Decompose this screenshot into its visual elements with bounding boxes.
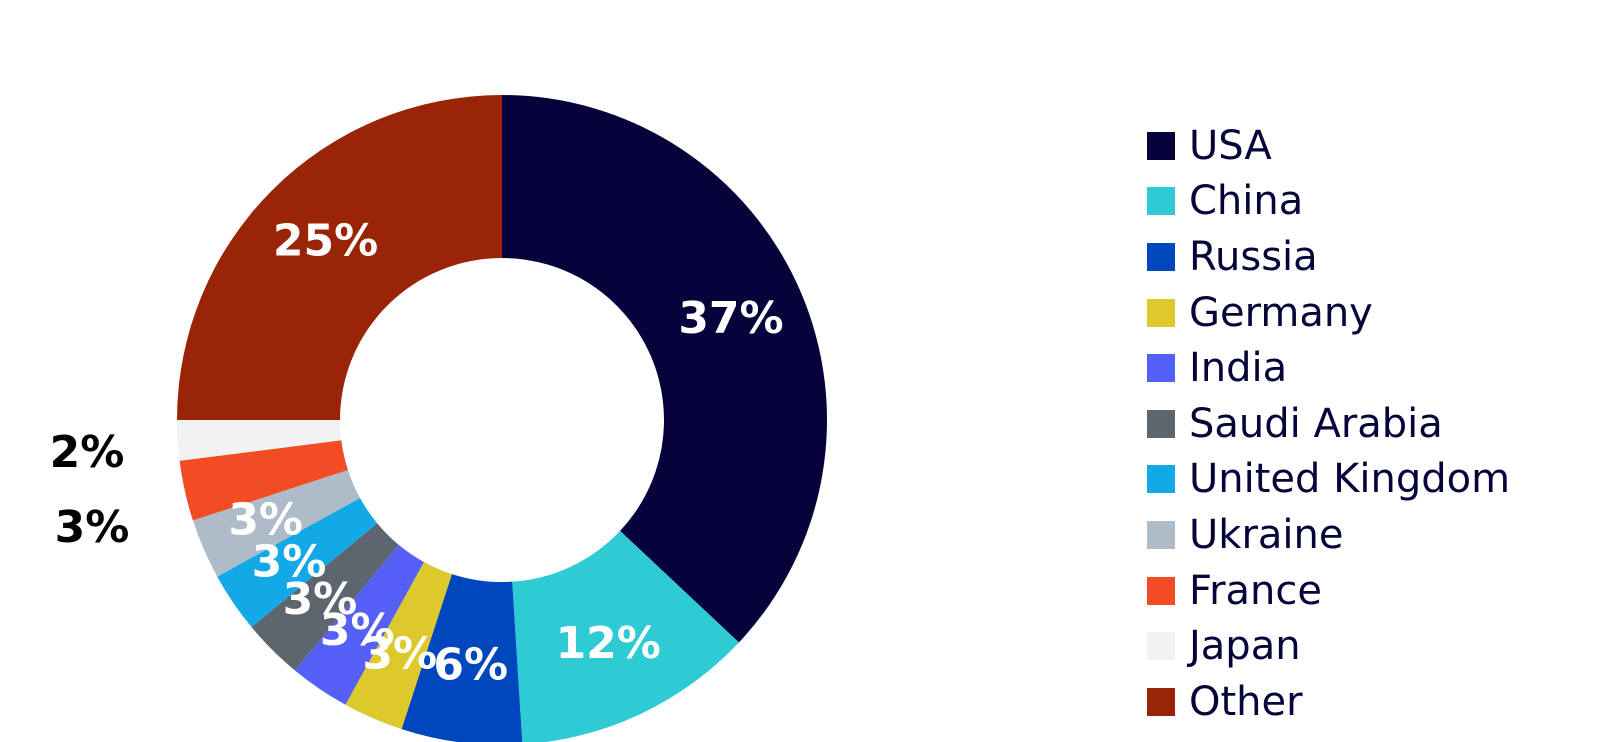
slice-japan: [177, 420, 342, 461]
legend-item-russia: Russia: [1147, 229, 1510, 285]
legend-swatch: [1147, 298, 1175, 327]
data-label-japan: 2%: [50, 427, 125, 478]
legend-swatch: [1147, 131, 1175, 160]
legend-label: China: [1189, 178, 1304, 225]
data-label-saudi-arabia: 3%: [283, 574, 358, 625]
legend-swatch: [1147, 576, 1175, 605]
legend-label: USA: [1189, 122, 1272, 169]
legend-item-usa: USA: [1147, 118, 1510, 174]
legend-item-ukraine: Ukraine: [1147, 507, 1510, 563]
legend-swatch: [1147, 187, 1175, 216]
legend-label: Other: [1189, 678, 1303, 725]
data-label-russia: 6%: [433, 640, 508, 691]
legend-swatch: [1147, 354, 1175, 383]
legend-item-china: China: [1147, 174, 1510, 230]
legend-swatch: [1147, 632, 1175, 661]
data-label-ukraine: 3%: [228, 494, 303, 545]
slice-germany: [345, 561, 452, 730]
legend-item-other: Other: [1147, 674, 1510, 730]
legend-item-germany: Germany: [1147, 285, 1510, 341]
legend-item-france: France: [1147, 563, 1510, 619]
legend-label: France: [1189, 567, 1323, 614]
data-label-usa: 37%: [678, 293, 783, 344]
data-label-india: 3%: [320, 605, 395, 656]
legend-label: United Kingdom: [1189, 456, 1511, 503]
slice-india: [294, 544, 424, 705]
legend-swatch: [1147, 520, 1175, 549]
slice-saudi-arabia: [251, 523, 399, 671]
legend-swatch: [1147, 242, 1175, 271]
slice-ukraine: [192, 470, 361, 577]
legend-swatch: [1147, 409, 1175, 438]
slice-united-kingdom: [217, 498, 378, 628]
legend-item-india: India: [1147, 340, 1510, 396]
legend-label: Germany: [1189, 289, 1373, 336]
legend-swatch: [1147, 687, 1175, 716]
slice-china: [512, 530, 739, 742]
legend-label: Russia: [1189, 233, 1318, 280]
data-label-united-kingdom: 3%: [252, 537, 327, 588]
data-label-germany: 3%: [362, 628, 437, 679]
legend: USA China Russia Germany India Saudi Arabia Un…: [1147, 118, 1510, 730]
legend-item-saudi-arabia: Saudi Arabia: [1147, 396, 1510, 452]
legend-item-japan: Japan: [1147, 618, 1510, 674]
slice-usa: [502, 95, 827, 643]
legend-label: India: [1189, 345, 1288, 392]
data-label-other: 25%: [273, 216, 378, 267]
legend-label: Ukraine: [1189, 511, 1344, 558]
slice-russia: [401, 574, 523, 742]
data-label-france: 3%: [55, 502, 130, 553]
slice-other: [177, 95, 502, 420]
legend-item-united-kingdom: United Kingdom: [1147, 452, 1510, 508]
legend-swatch: [1147, 465, 1175, 494]
legend-label: Japan: [1189, 623, 1301, 670]
slice-france: [179, 440, 348, 521]
legend-label: Saudi Arabia: [1189, 400, 1443, 447]
data-label-china: 12%: [556, 618, 661, 669]
